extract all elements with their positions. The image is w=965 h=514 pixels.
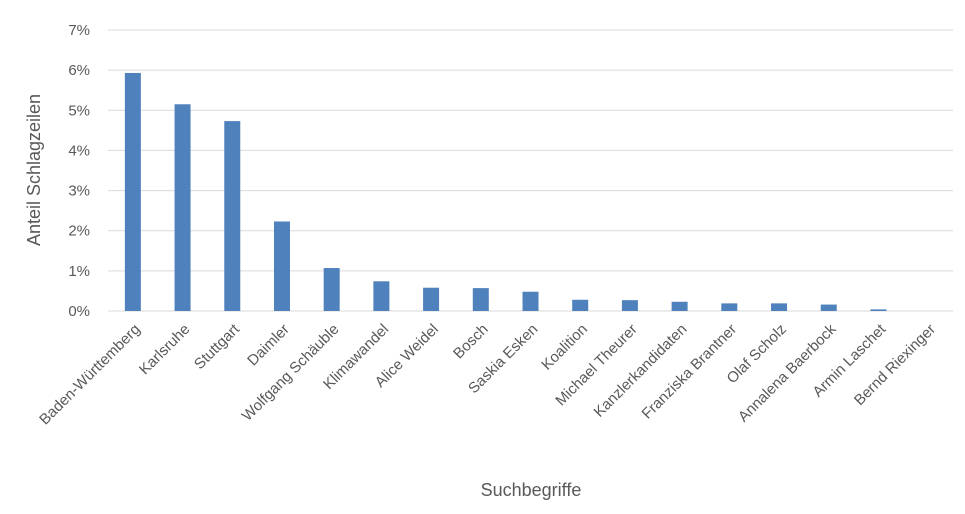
bar [771, 303, 788, 311]
bar [124, 72, 141, 312]
gridlines [108, 29, 953, 312]
bar [721, 303, 738, 311]
x-tick-label: Kanzlerkandidaten [591, 321, 691, 421]
bar [273, 221, 290, 311]
bar [621, 300, 638, 311]
x-tick-label: Karlsruhe [136, 321, 193, 378]
bar [174, 104, 191, 311]
bar [870, 309, 887, 311]
y-tick-label: 1% [68, 263, 90, 280]
bar [820, 304, 837, 311]
y-axis-title: Anteil Schlagzeilen [24, 94, 44, 246]
y-tick-label: 4% [68, 142, 90, 159]
bar [671, 301, 688, 311]
bar [472, 288, 489, 311]
x-tick-label: Bosch [450, 321, 492, 363]
y-tick-label: 6% [68, 62, 90, 79]
x-tick-label: Franziska Brantner [639, 321, 741, 423]
x-tick-label: Stuttgart [191, 320, 244, 373]
bar [522, 291, 539, 311]
bar [373, 281, 390, 311]
y-tick-label: 0% [68, 303, 90, 320]
y-tick-label: 7% [68, 22, 90, 39]
x-tick-label: Daimler [244, 321, 293, 370]
x-axis-title: Suchbegriffe [481, 480, 582, 500]
x-tick-label: Baden-Württemberg [36, 321, 144, 429]
y-tick-label: 5% [68, 102, 90, 119]
y-tick-label: 2% [68, 223, 90, 240]
bar [224, 121, 241, 311]
bar [572, 299, 589, 311]
y-axis-ticks: 0% 1% 2% 3% 4% 5% 6% 7% [68, 22, 90, 320]
bars [124, 72, 887, 312]
y-tick-label: 3% [68, 183, 90, 200]
bar [323, 268, 340, 311]
bar [423, 287, 440, 311]
